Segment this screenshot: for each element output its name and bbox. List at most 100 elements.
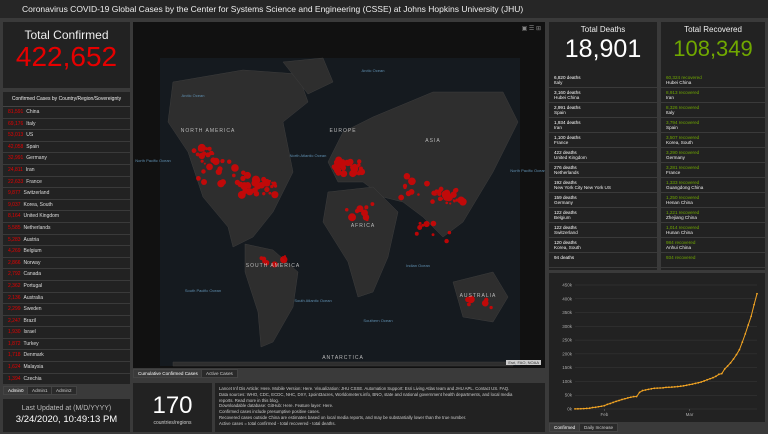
case-dot[interactable] [424, 180, 430, 187]
map-tools[interactable]: ▣ ☰ ⊞ [521, 26, 541, 32]
case-dot[interactable] [345, 208, 349, 212]
case-dot[interactable] [234, 179, 241, 186]
case-dot[interactable] [453, 200, 456, 203]
case-dot[interactable] [215, 168, 222, 176]
tab[interactable]: Confirmed [549, 423, 581, 432]
case-dot[interactable] [403, 185, 407, 190]
case-dot[interactable] [220, 159, 225, 164]
case-dot[interactable] [210, 157, 217, 164]
case-dot[interactable] [445, 201, 449, 205]
tab[interactable]: Admin2 [51, 386, 77, 395]
case-dot[interactable] [203, 162, 206, 165]
case-dot[interactable] [403, 173, 411, 180]
tab[interactable]: Cumulative Confirmed Cases [133, 369, 203, 378]
case-dot[interactable] [358, 168, 366, 176]
case-dot[interactable] [365, 218, 369, 222]
case-dot[interactable] [204, 147, 209, 151]
case-dot[interactable] [434, 192, 437, 196]
case-dot[interactable] [454, 193, 457, 196]
case-dot[interactable] [484, 297, 489, 302]
case-dot[interactable] [270, 184, 274, 189]
case-dot[interactable] [271, 181, 274, 184]
case-dot[interactable] [191, 148, 197, 154]
case-dot[interactable] [430, 221, 434, 225]
case-dot[interactable] [489, 305, 493, 310]
case-dot[interactable] [242, 187, 249, 194]
case-dot[interactable] [444, 238, 449, 244]
case-dot[interactable] [271, 261, 278, 268]
case-dot[interactable] [348, 213, 357, 222]
case-dot[interactable] [417, 225, 423, 230]
case-dot[interactable] [332, 167, 336, 170]
case-dot[interactable] [351, 165, 354, 169]
case-dot[interactable] [370, 202, 375, 206]
case-dot[interactable] [414, 231, 419, 236]
case-dot[interactable] [206, 163, 213, 171]
case-dot[interactable] [271, 191, 279, 199]
case-dot[interactable] [244, 171, 251, 179]
case-dot[interactable] [201, 169, 206, 174]
case-dot[interactable] [467, 295, 475, 304]
case-dot[interactable] [231, 164, 239, 172]
case-dot[interactable] [263, 259, 270, 266]
case-dot[interactable] [418, 221, 422, 225]
case-dot[interactable] [438, 189, 441, 192]
case-dot[interactable] [417, 193, 420, 196]
case-dot[interactable] [454, 187, 459, 193]
tab[interactable]: Active Cases [201, 369, 238, 378]
case-dot[interactable] [198, 153, 205, 159]
case-dot[interactable] [196, 176, 201, 181]
case-dot[interactable] [431, 233, 435, 237]
case-dot[interactable] [408, 188, 415, 195]
case-dot[interactable] [447, 230, 452, 235]
case-dot[interactable] [340, 165, 347, 171]
case-dot[interactable] [437, 196, 443, 202]
case-dot[interactable] [357, 163, 361, 167]
case-dot[interactable] [430, 199, 435, 204]
case-dot[interactable] [349, 169, 357, 178]
case-dot[interactable] [217, 180, 225, 188]
case-dot[interactable] [347, 160, 353, 166]
case-dot[interactable] [262, 260, 265, 264]
case-dot[interactable] [340, 170, 348, 178]
case-dot[interactable] [275, 263, 279, 266]
tab[interactable]: Daily Increase [579, 423, 619, 432]
case-dot[interactable] [441, 191, 449, 199]
case-dot[interactable] [364, 205, 369, 210]
case-dot[interactable] [335, 156, 343, 164]
case-dot[interactable] [467, 302, 471, 307]
case-dot[interactable] [244, 182, 251, 189]
case-dot[interactable] [356, 159, 362, 164]
case-dot[interactable] [253, 190, 260, 197]
case-dot[interactable] [449, 202, 452, 205]
case-dot[interactable] [226, 159, 232, 164]
case-dot[interactable] [254, 184, 259, 188]
case-dot[interactable] [280, 255, 288, 264]
case-dot[interactable] [398, 194, 405, 201]
case-dot[interactable] [268, 191, 272, 195]
tab[interactable]: Admin1 [27, 386, 53, 395]
case-dot[interactable] [268, 179, 272, 183]
case-dot[interactable] [197, 145, 204, 152]
case-dot[interactable] [423, 221, 430, 228]
case-dot[interactable] [261, 256, 267, 262]
case-dot[interactable] [201, 178, 207, 185]
case-dot[interactable] [352, 164, 358, 170]
case-dot[interactable] [241, 192, 245, 197]
case-dot[interactable] [240, 175, 246, 181]
case-dot[interactable] [195, 152, 200, 157]
case-dot[interactable] [335, 170, 342, 176]
case-dot[interactable] [264, 186, 270, 193]
case-dot[interactable] [362, 212, 366, 215]
case-dot[interactable] [457, 196, 465, 204]
case-dot[interactable] [434, 189, 439, 194]
case-dot[interactable] [354, 208, 360, 214]
case-dot[interactable] [200, 159, 204, 163]
case-dot[interactable] [408, 177, 416, 186]
case-dot[interactable] [232, 173, 236, 178]
case-dot[interactable] [207, 146, 212, 151]
case-dot[interactable] [421, 223, 425, 227]
tab[interactable]: Admin0 [3, 386, 29, 395]
case-dot[interactable] [208, 150, 214, 156]
case-dot[interactable] [253, 176, 261, 184]
